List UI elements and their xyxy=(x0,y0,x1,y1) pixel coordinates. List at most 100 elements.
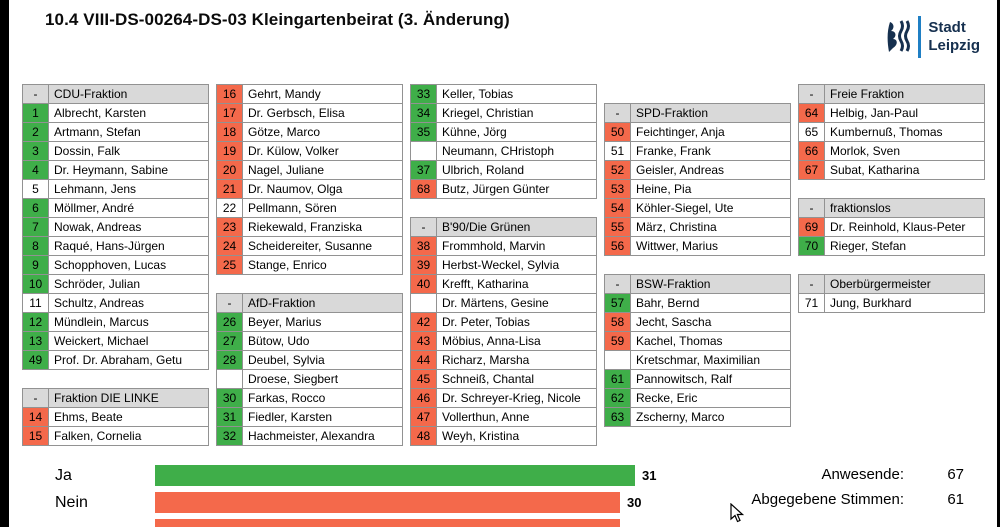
empty-slot xyxy=(604,255,791,275)
page-title: 10.4 VIII-DS-00264-DS-03 Kleingartenbeir… xyxy=(45,10,510,29)
member-row: 50 Feichtinger, Anja xyxy=(604,122,791,142)
vote-indicator: 31 xyxy=(217,408,243,426)
faction-name: AfD-Fraktion xyxy=(243,294,402,312)
member-row: 47 Vollerthun, Anne xyxy=(410,407,597,427)
faction-header-row: - Oberbürgermeister xyxy=(798,274,985,294)
member-row: 32 Hachmeister, Alexandra xyxy=(216,426,403,446)
faction-name: Oberbürgermeister xyxy=(825,275,984,293)
member-name: Dr. Reinhold, Klaus-Peter xyxy=(830,220,966,234)
vote-indicator: 26 xyxy=(217,313,243,331)
vote-indicator: 2 xyxy=(23,123,49,141)
member-row: 57 Bahr, Bernd xyxy=(604,293,791,313)
vote-indicator: 37 xyxy=(411,161,437,179)
member-name: Heine, Pia xyxy=(636,182,692,196)
faction-header-mark: - xyxy=(799,275,825,293)
member-row: 38 Frommhold, Marvin xyxy=(410,236,597,256)
vote-indicator: 45 xyxy=(411,370,437,388)
member-name: Farkas, Rocco xyxy=(248,391,326,405)
member-name: Deubel, Sylvia xyxy=(248,353,325,367)
member-row: 13 Weickert, Michael xyxy=(22,331,209,351)
vote-indicator: 65 xyxy=(799,123,825,141)
vote-indicator: 18 xyxy=(217,123,243,141)
vote-indicator: 7 xyxy=(23,218,49,236)
vote-indicator: 61 xyxy=(605,370,631,388)
logo-divider xyxy=(918,16,922,58)
logo-line-stadt: Stadt xyxy=(928,19,966,36)
member-name: Butz, Jürgen Günter xyxy=(442,182,550,196)
attendance-stats: Anwesende: 67 Abgegebene Stimmen: 61 xyxy=(751,466,964,508)
vote-indicator: 13 xyxy=(23,332,49,350)
member-row: 22 Pellmann, Sören xyxy=(216,198,403,218)
member-name: Morlok, Sven xyxy=(830,144,901,158)
ja-bar xyxy=(155,465,635,486)
member-row: 48 Weyh, Kristina xyxy=(410,426,597,446)
member-row: 21 Dr. Naumov, Olga xyxy=(216,179,403,199)
member-row: 45 Schneiß, Chantal xyxy=(410,369,597,389)
vote-indicator: 23 xyxy=(217,218,243,236)
nein-count: 30 xyxy=(627,495,642,510)
faction-header-mark: - xyxy=(605,104,631,122)
member-name: Pellmann, Sören xyxy=(248,201,337,215)
member-name: Richarz, Marsha xyxy=(442,353,530,367)
member-name: Helbig, Jan-Paul xyxy=(830,106,919,120)
member-name: Bütow, Udo xyxy=(248,334,310,348)
vote-indicator: 52 xyxy=(605,161,631,179)
vote-indicator: 39 xyxy=(411,256,437,274)
leipzig-crest-icon xyxy=(887,20,911,52)
vote-indicator: 22 xyxy=(217,199,243,217)
member-row: 6 Möllmer, André xyxy=(22,198,209,218)
member-row: 17 Dr. Gerbsch, Elisa xyxy=(216,103,403,123)
vote-indicator: 54 xyxy=(605,199,631,217)
faction-header-row: - SPD-Fraktion xyxy=(604,103,791,123)
member-row: 46 Dr. Schreyer-Krieg, Nicole xyxy=(410,388,597,408)
vote-indicator: 62 xyxy=(605,389,631,407)
faction-header-row: - B'90/Die Grünen xyxy=(410,217,597,237)
vote-indicator: 47 xyxy=(411,408,437,426)
logo-line-leipzig: Leipzig xyxy=(928,37,980,54)
member-name: Recke, Eric xyxy=(636,391,698,405)
member-name: Dr. Heymann, Sabine xyxy=(54,163,169,177)
vote-indicator: 64 xyxy=(799,104,825,122)
vote-indicator: 11 xyxy=(23,294,49,312)
member-name: Schröder, Julian xyxy=(54,277,141,291)
vote-indicator: 28 xyxy=(217,351,243,369)
nein-bar xyxy=(155,492,620,513)
member-name: Jecht, Sascha xyxy=(636,315,712,329)
board-column-1: - CDU-Fraktion 1 Albrecht, Karsten 2 Artmann,… xyxy=(22,84,209,446)
member-row: 30 Farkas, Rocco xyxy=(216,388,403,408)
member-row: 16 Gehrt, Mandy xyxy=(216,84,403,104)
member-row: 23 Riekewald, Franziska xyxy=(216,217,403,237)
member-name: Dr. Märtens, Gesine xyxy=(442,296,549,310)
member-row: 67 Subat, Katharina xyxy=(798,160,985,180)
faction-header-mark: - xyxy=(799,85,825,103)
vote-indicator: 66 xyxy=(799,142,825,160)
vote-indicator: 34 xyxy=(411,104,437,122)
vote-indicator: 17 xyxy=(217,104,243,122)
member-row: 2 Artmann, Stefan xyxy=(22,122,209,142)
vote-indicator: 50 xyxy=(605,123,631,141)
ja-label: Ja xyxy=(55,466,72,484)
vote-indicator: 44 xyxy=(411,351,437,369)
member-name: Feichtinger, Anja xyxy=(636,125,725,139)
member-row: 49 Prof. Dr. Abraham, Getu xyxy=(22,350,209,370)
member-name: Raqué, Hans-Jürgen xyxy=(54,239,165,253)
member-row: 37 Ulbrich, Roland xyxy=(410,160,597,180)
faction-header-row: - CDU-Fraktion xyxy=(22,84,209,104)
member-row: 33 Keller, Tobias xyxy=(410,84,597,104)
faction-name: CDU-Fraktion xyxy=(49,85,208,103)
empty-slot xyxy=(798,255,985,275)
member-name: März, Christina xyxy=(636,220,717,234)
faction-header-mark: - xyxy=(605,275,631,293)
member-row: 52 Geisler, Andreas xyxy=(604,160,791,180)
faction-name: Fraktion DIE LINKE xyxy=(49,389,208,407)
member-name: Bahr, Bernd xyxy=(636,296,700,310)
member-name: Hachmeister, Alexandra xyxy=(248,429,375,443)
member-name: Schneiß, Chantal xyxy=(442,372,535,386)
member-name: Pannowitsch, Ralf xyxy=(636,372,733,386)
member-name: Kumbernuß, Thomas xyxy=(830,125,943,139)
faction-header-mark: - xyxy=(23,389,49,407)
member-name: Subat, Katharina xyxy=(830,163,920,177)
member-row: 64 Helbig, Jan-Paul xyxy=(798,103,985,123)
member-row: Droese, Siegbert xyxy=(216,369,403,389)
faction-header-mark: - xyxy=(799,199,825,217)
